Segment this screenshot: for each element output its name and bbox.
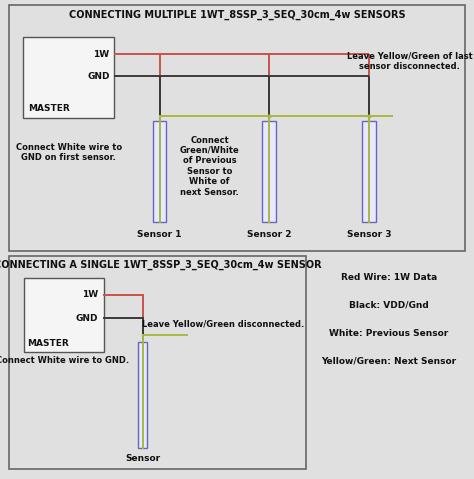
Text: Connect White wire to
GND on first sensor.: Connect White wire to GND on first senso… xyxy=(16,143,122,162)
Bar xyxy=(362,121,376,222)
Text: Yellow/Green: Next Sensor: Yellow/Green: Next Sensor xyxy=(321,356,456,365)
Text: CONNECTING MULTIPLE 1WT_8SSP_3_SEQ_30cm_4w SENSORS: CONNECTING MULTIPLE 1WT_8SSP_3_SEQ_30cm_… xyxy=(69,10,405,20)
Text: GND: GND xyxy=(87,72,109,81)
Text: Sensor 1: Sensor 1 xyxy=(137,230,182,239)
Bar xyxy=(153,121,166,222)
Text: MASTER: MASTER xyxy=(27,104,69,113)
Text: Sensor 2: Sensor 2 xyxy=(246,230,291,239)
Text: Sensor 3: Sensor 3 xyxy=(346,230,391,239)
Text: 1W: 1W xyxy=(82,290,99,299)
Text: Leave Yellow/Green of last
sensor disconnected.: Leave Yellow/Green of last sensor discon… xyxy=(347,52,473,71)
Text: GND: GND xyxy=(76,314,99,322)
Bar xyxy=(24,278,104,352)
Text: Leave Yellow/Green disconnected.: Leave Yellow/Green disconnected. xyxy=(142,320,304,329)
Text: Sensor: Sensor xyxy=(125,454,160,463)
Text: Connect White wire to GND.: Connect White wire to GND. xyxy=(0,356,129,365)
Text: Connect
Green/White
of Previous
Sensor to
White of
next Sensor.: Connect Green/White of Previous Sensor t… xyxy=(180,136,239,196)
Text: Red Wire: 1W Data: Red Wire: 1W Data xyxy=(340,273,437,282)
Text: White: Previous Sensor: White: Previous Sensor xyxy=(329,329,448,338)
Text: MASTER: MASTER xyxy=(27,339,69,348)
Bar xyxy=(262,121,276,222)
Bar xyxy=(138,342,147,448)
Text: 1W: 1W xyxy=(93,50,109,58)
Bar xyxy=(23,37,114,118)
Text: CONNECTING A SINGLE 1WT_8SSP_3_SEQ_30cm_4w SENSOR: CONNECTING A SINGLE 1WT_8SSP_3_SEQ_30cm_… xyxy=(0,260,321,270)
Text: Black: VDD/Gnd: Black: VDD/Gnd xyxy=(349,301,428,310)
